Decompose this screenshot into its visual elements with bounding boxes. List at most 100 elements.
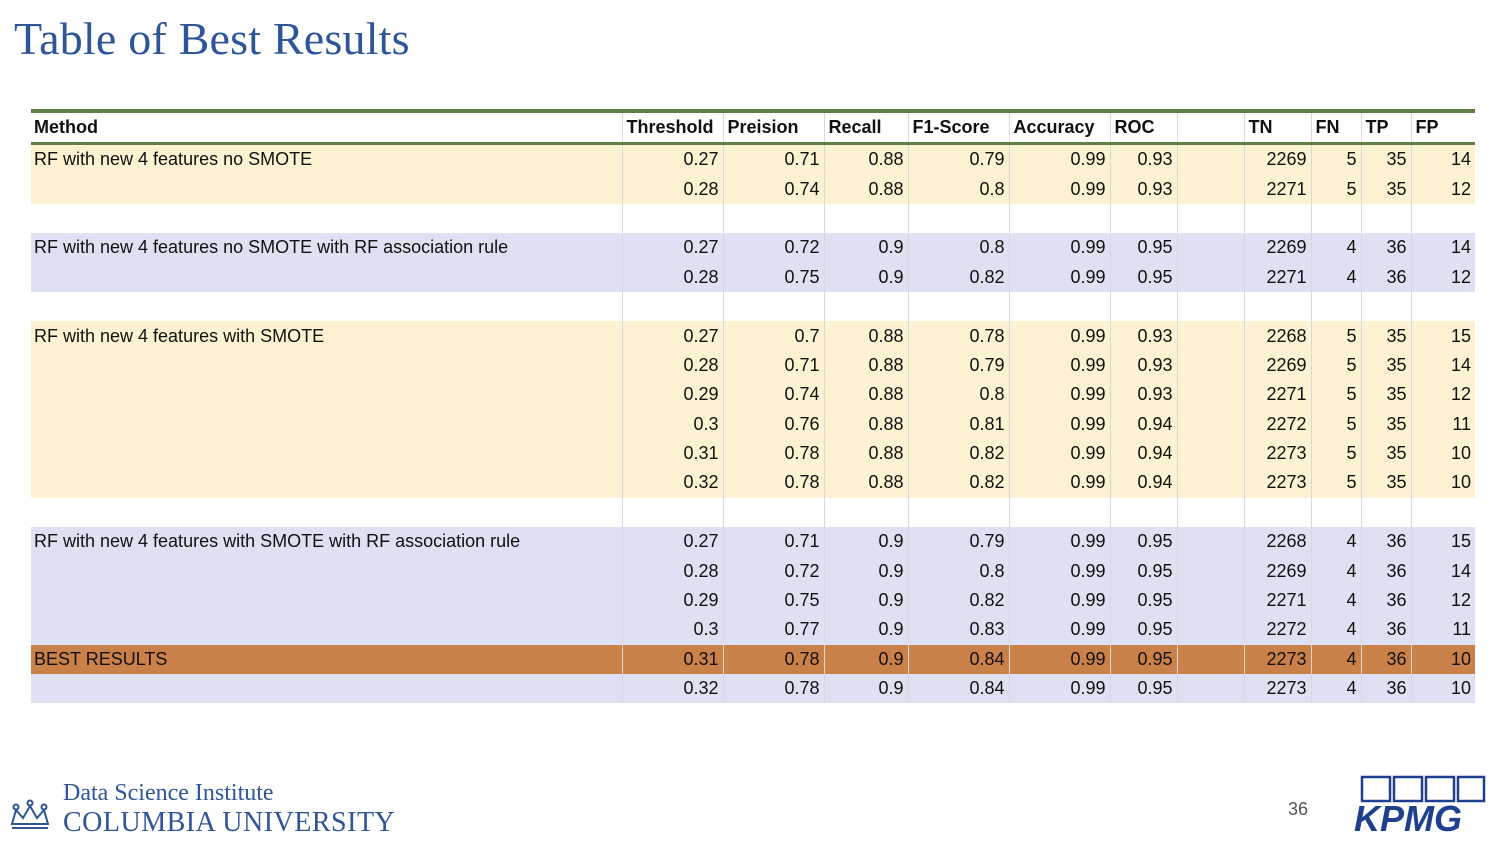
- cell-threshold: [621, 291, 723, 322]
- cell-threshold: 0.32: [621, 468, 723, 498]
- cell-tp: 35: [1360, 350, 1411, 381]
- cell-accuracy: 0.99: [1008, 350, 1110, 381]
- cell-tp: 36: [1360, 615, 1411, 645]
- cell-fp: 11: [1410, 409, 1475, 439]
- cell-accuracy: [1008, 291, 1110, 322]
- cell-roc: 0.94: [1109, 438, 1177, 469]
- university-name: COLUMBIA UNIVERSITY: [63, 807, 396, 838]
- spacer-row: [31, 497, 1475, 528]
- cell-fn: 5: [1310, 468, 1361, 498]
- table-top-rule: [31, 109, 1475, 113]
- cell-f1-score: 0.8: [907, 233, 1009, 263]
- cell-precision: 0.76: [722, 409, 824, 439]
- cell-roc: 0.95: [1109, 615, 1177, 645]
- cell-threshold: 0.27: [621, 233, 723, 263]
- cell-spacer: [1176, 321, 1244, 351]
- cell-fn: 4: [1310, 585, 1361, 616]
- cell-tn: [1243, 203, 1311, 234]
- cell-f1-score: 0.82: [907, 468, 1009, 498]
- cell-fp: 14: [1410, 556, 1475, 586]
- cell-fp: 10: [1410, 674, 1475, 704]
- cell-precision: 0.7: [722, 321, 824, 351]
- cell-accuracy: 0.99: [1008, 674, 1110, 704]
- cell-threshold: 0.28: [621, 350, 723, 381]
- cell-precision: 0.75: [722, 262, 824, 292]
- table-row: 0.3 0.77 0.9 0.83 0.99 0.95 2272 4 36 11: [31, 615, 1475, 645]
- cell-threshold: 0.28: [621, 174, 723, 204]
- cell-tn: 2271: [1243, 585, 1311, 616]
- table-row: RF with new 4 features with SMOTE 0.27 0.7…: [31, 321, 1475, 351]
- cell-fn: 5: [1310, 321, 1361, 351]
- cell-tn: 2271: [1243, 174, 1311, 204]
- cell-spacer: [1176, 262, 1244, 292]
- cell-precision: [722, 291, 824, 322]
- cell-fp: 14: [1410, 350, 1475, 381]
- cell-threshold: 0.29: [621, 380, 723, 410]
- cell-tn: 2273: [1243, 468, 1311, 498]
- cell-tp: [1360, 203, 1411, 234]
- cell-fp: [1410, 203, 1475, 234]
- cell-recall: 0.88: [823, 438, 908, 469]
- cell-accuracy: 0.99: [1008, 468, 1110, 498]
- cell-threshold: 0.3: [621, 615, 723, 645]
- cell-recall: 0.88: [823, 350, 908, 381]
- cell-spacer: [1176, 291, 1244, 322]
- cell-accuracy: 0.99: [1008, 438, 1110, 469]
- cell-f1-score: [907, 497, 1009, 528]
- cell-spacer: [1176, 174, 1244, 204]
- cell-tn: 2269: [1243, 233, 1311, 263]
- cell-spacer: [1176, 468, 1244, 498]
- spacer-row: [31, 291, 1475, 322]
- cell-f1-score: [907, 203, 1009, 234]
- cell-precision: 0.78: [722, 438, 824, 469]
- cell-threshold: 0.27: [621, 143, 723, 175]
- cell-threshold: 0.31: [621, 644, 723, 675]
- cell-fp: 10: [1410, 644, 1475, 675]
- cell-recall: 0.88: [823, 321, 908, 351]
- cell-precision: 0.74: [722, 380, 824, 410]
- columbia-dsi-logo: Data Science Institute COLUMBIA UNIVERSI…: [8, 780, 428, 840]
- cell-recall: [823, 497, 908, 528]
- cell-roc: 0.94: [1109, 409, 1177, 439]
- cell-fn: [1310, 497, 1361, 528]
- cell-tp: 36: [1360, 527, 1411, 557]
- cell-f1-score: 0.78: [907, 321, 1009, 351]
- page-title: Table of Best Results: [14, 13, 410, 64]
- cell-f1-score: 0.8: [907, 556, 1009, 586]
- table-row: 0.28 0.74 0.88 0.8 0.99 0.93 2271 5 35 12: [31, 174, 1475, 204]
- cell-accuracy: 0.99: [1008, 321, 1110, 351]
- cell-spacer: [1176, 497, 1244, 528]
- table-header-row: Method Threshold Preision Recall F1-Score Acc…: [31, 113, 1475, 145]
- cell-precision: 0.72: [722, 233, 824, 263]
- cell-spacer: [1176, 143, 1244, 175]
- cell-f1-score: 0.82: [907, 438, 1009, 469]
- column-header-recall: Recall: [823, 113, 908, 145]
- cell-spacer: [1176, 350, 1244, 381]
- cell-method: [31, 174, 622, 204]
- cell-fp: 10: [1410, 438, 1475, 469]
- kpmg-logo-text: KPMG: [1354, 798, 1462, 835]
- cell-tp: 36: [1360, 585, 1411, 616]
- cell-spacer: [1176, 203, 1244, 234]
- results-table: Method Threshold Preision Recall F1-Score Acc…: [31, 113, 1475, 704]
- cell-fp: [1410, 291, 1475, 322]
- cell-f1-score: 0.84: [907, 644, 1009, 675]
- cell-spacer: [1176, 674, 1244, 704]
- cell-tn: 2271: [1243, 262, 1311, 292]
- cell-tp: 36: [1360, 233, 1411, 263]
- cell-method: [31, 380, 622, 410]
- cell-method: RF with new 4 features no SMOTE: [31, 143, 622, 175]
- cell-roc: 0.93: [1109, 174, 1177, 204]
- cell-threshold: 0.32: [621, 674, 723, 704]
- table-row: 0.32 0.78 0.9 0.84 0.99 0.95 2273 4 36 10: [31, 674, 1475, 704]
- cell-recall: 0.88: [823, 409, 908, 439]
- cell-roc: 0.93: [1109, 143, 1177, 175]
- cell-recall: 0.88: [823, 174, 908, 204]
- cell-tp: 36: [1360, 674, 1411, 704]
- cell-tp: 35: [1360, 321, 1411, 351]
- cell-tn: 2268: [1243, 321, 1311, 351]
- column-header-f1-score: F1-Score: [907, 113, 1009, 145]
- cell-accuracy: 0.99: [1008, 644, 1110, 675]
- table-row: RF with new 4 features with SMOTE with R…: [31, 527, 1475, 557]
- cell-threshold: 0.28: [621, 262, 723, 292]
